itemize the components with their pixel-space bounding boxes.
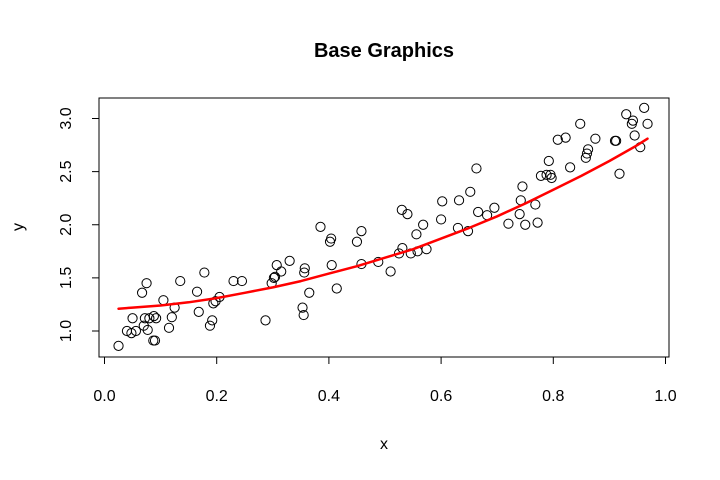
data-point — [614, 168, 625, 179]
data-point — [126, 328, 137, 339]
data-point — [503, 218, 514, 229]
data-point — [356, 226, 367, 237]
x-tick-label: 0.6 — [430, 388, 452, 405]
data-point — [304, 287, 315, 298]
data-point — [530, 199, 541, 210]
data-point — [151, 313, 162, 324]
data-point — [436, 214, 447, 225]
data-point — [575, 118, 586, 129]
data-point — [621, 109, 632, 120]
y-tick-label: 2.0 — [58, 214, 75, 236]
data-point — [642, 118, 653, 129]
data-point — [113, 340, 124, 351]
x-axis-label: x — [380, 436, 388, 453]
y-tick-label: 3.0 — [58, 107, 75, 129]
data-point — [541, 169, 552, 180]
data-point — [552, 134, 563, 145]
data-point — [590, 133, 601, 144]
plot-frame — [98, 97, 670, 358]
data-point — [514, 209, 525, 220]
data-point — [543, 155, 554, 167]
x-tick-label: 0.0 — [93, 388, 115, 405]
data-point — [402, 209, 413, 220]
data-point — [136, 287, 148, 298]
data-point — [581, 148, 593, 159]
data-point — [351, 236, 363, 247]
data-point — [582, 144, 594, 155]
y-axis-label: y — [10, 223, 27, 231]
data-point — [560, 132, 571, 143]
y-axis: 1.0 1.5 2.0 2.5 3.0 — [58, 107, 100, 342]
data-point — [517, 181, 528, 192]
data-point — [127, 313, 138, 324]
data-point — [299, 263, 310, 274]
data-point — [207, 315, 218, 326]
data-point — [166, 312, 177, 323]
x-tick-label: 0.4 — [318, 388, 340, 405]
x-axis: 0.0 0.2 0.4 0.6 0.8 1.0 — [93, 356, 677, 405]
y-tick-label: 1.5 — [58, 267, 75, 289]
data-point — [158, 295, 169, 306]
data-point — [191, 286, 203, 297]
x-tick-label: 0.2 — [206, 388, 228, 405]
x-tick-label: 0.8 — [542, 388, 564, 405]
data-point — [520, 219, 531, 230]
chart-title: Base Graphics — [314, 40, 454, 62]
data-point — [471, 163, 482, 174]
data-point — [453, 195, 465, 206]
data-point — [465, 186, 476, 197]
data-point — [284, 255, 295, 266]
data-point — [393, 248, 405, 259]
data-point — [418, 219, 429, 230]
data-point — [315, 221, 326, 232]
data-points — [113, 102, 653, 351]
data-point — [611, 135, 622, 146]
data-point — [175, 275, 186, 287]
data-point — [269, 271, 281, 282]
data-point — [297, 302, 308, 313]
data-point — [532, 217, 543, 228]
data-point — [298, 309, 309, 321]
x-tick-label: 1.0 — [654, 388, 676, 405]
data-point — [142, 324, 153, 336]
y-tick-label: 2.5 — [58, 160, 75, 182]
data-point — [489, 202, 500, 213]
data-point — [331, 283, 342, 294]
data-point — [326, 260, 337, 271]
data-point — [268, 272, 280, 283]
data-point — [385, 266, 396, 277]
y-tick-label: 1.0 — [58, 320, 75, 342]
data-point — [326, 233, 337, 244]
data-point — [228, 275, 239, 287]
data-point — [236, 275, 248, 287]
data-point — [260, 315, 271, 326]
data-point — [271, 260, 282, 271]
data-point — [144, 313, 155, 324]
data-point — [627, 115, 639, 126]
data-point — [276, 266, 287, 277]
data-point — [639, 102, 650, 113]
data-point — [130, 325, 142, 337]
fit-line — [117, 137, 649, 310]
data-point — [204, 320, 216, 331]
data-point — [148, 311, 159, 322]
fit-line-layer — [117, 137, 649, 310]
data-point — [629, 130, 640, 141]
data-point — [437, 196, 448, 207]
data-point — [141, 278, 152, 289]
data-point — [565, 162, 576, 173]
data-point — [299, 267, 310, 278]
data-point — [199, 267, 210, 278]
data-point — [411, 229, 422, 240]
data-point — [163, 322, 175, 333]
data-point — [473, 206, 484, 218]
data-point — [193, 306, 204, 317]
data-point — [149, 335, 161, 346]
data-point — [546, 172, 557, 184]
